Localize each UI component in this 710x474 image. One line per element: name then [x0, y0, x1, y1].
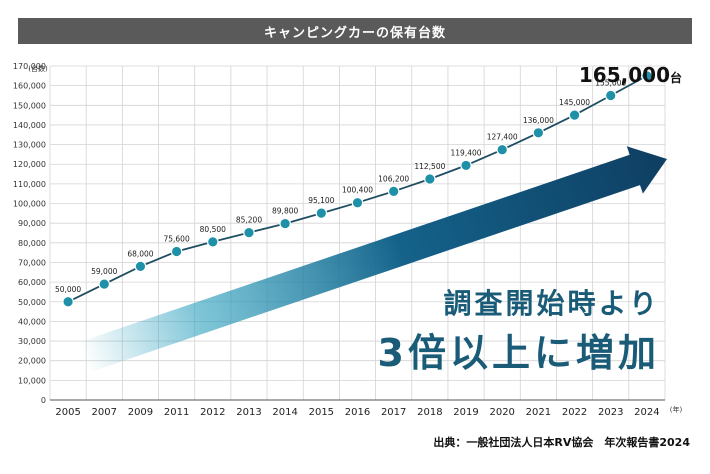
- x-tick-label: 2011: [164, 407, 189, 418]
- data-label: 89,800: [272, 207, 298, 216]
- x-tick-label: 2014: [272, 407, 297, 418]
- x-tick-label: 2013: [236, 407, 261, 418]
- data-point: [604, 89, 617, 102]
- x-tick-label: 2024: [634, 407, 659, 418]
- final-value-label: 165,000台: [579, 63, 682, 87]
- x-tick-label: 2019: [453, 407, 478, 418]
- y-tick-label: 80,000: [18, 239, 46, 248]
- x-tick-label: 2016: [345, 407, 370, 418]
- y-tick-label: 60,000: [18, 278, 46, 287]
- data-point: [568, 109, 581, 121]
- y-tick-label: 0: [41, 396, 46, 405]
- data-label: 136,000: [523, 116, 554, 125]
- x-tick-label: 2005: [55, 407, 80, 418]
- data-point: [496, 143, 509, 156]
- data-label: 100,400: [342, 186, 373, 195]
- data-label: 106,200: [378, 174, 409, 183]
- data-label: 95,100: [308, 196, 334, 205]
- y-tick-label: 160,000: [13, 82, 46, 91]
- data-point: [98, 278, 111, 290]
- y-tick-label: 50,000: [18, 298, 46, 307]
- y-axis-label: (台数): [28, 64, 48, 73]
- y-tick-label: 150,000: [13, 101, 46, 110]
- data-point: [243, 226, 255, 239]
- data-label: 112,500: [414, 162, 445, 171]
- x-tick-label: 2015: [309, 407, 334, 418]
- data-point: [424, 173, 436, 185]
- data-point: [134, 260, 147, 273]
- callout-line2: 3倍以上に増加: [378, 331, 660, 375]
- data-label: 145,000: [559, 98, 590, 107]
- trend-arrow: [79, 146, 668, 373]
- data-labels: 50,000 59,000 68,000 75,600 80,500 85,200 89,8…: [55, 78, 627, 293]
- series: [62, 70, 653, 308]
- x-tick-label: 2007: [92, 407, 117, 418]
- y-tick-label: 110,000: [13, 180, 46, 189]
- x-tick-label: 2017: [381, 407, 406, 418]
- y-tick-label: 10,000: [18, 376, 46, 385]
- y-tick-label: 130,000: [13, 141, 46, 150]
- x-tick-label: 2022: [562, 407, 587, 418]
- data-label: 50,000: [55, 285, 81, 294]
- data-point: [62, 295, 74, 308]
- y-tick-label: 70,000: [18, 258, 46, 267]
- y-tick-label: 100,000: [13, 200, 46, 209]
- y-tick-label: 40,000: [18, 317, 46, 326]
- x-tick-label: 2009: [128, 407, 153, 418]
- data-point: [387, 185, 400, 198]
- x-axis-label: (年): [670, 405, 683, 414]
- data-label: 80,500: [200, 225, 226, 234]
- y-tick-label: 140,000: [13, 121, 46, 130]
- y-tick-label: 30,000: [18, 337, 46, 346]
- callout-line1: 調査開始時より: [444, 287, 660, 320]
- data-label: 127,400: [487, 133, 518, 142]
- data-label: 59,000: [91, 267, 117, 276]
- source-note: 出典：一般社団法人日本RV協会 年次報告書2024: [433, 436, 690, 449]
- y-tick-label: 170,000: [13, 62, 46, 71]
- data-point: [641, 70, 653, 82]
- y-tick-label: 90,000: [18, 219, 46, 228]
- data-point: [279, 217, 291, 230]
- data-point: [460, 159, 472, 172]
- y-tick-label: 120,000: [13, 160, 46, 169]
- data-label: 68,000: [127, 249, 153, 258]
- x-tick-label: 2018: [417, 407, 442, 418]
- chart-title: キャンピングカーの保有台数: [18, 18, 692, 44]
- x-tick-label: 2023: [598, 407, 623, 418]
- data-point: [315, 207, 328, 219]
- data-label: 85,200: [236, 216, 262, 225]
- data-point: [351, 196, 364, 209]
- x-tick-label: 2012: [200, 407, 225, 418]
- data-label: 119,400: [451, 148, 482, 157]
- x-tick-label: 2020: [489, 407, 514, 418]
- x-tick-label: 2021: [526, 407, 551, 418]
- axes: 0 10,000 20,000 30,000 40,000 50,000 60,000 70,…: [13, 62, 665, 418]
- data-label: 155,000: [595, 78, 626, 87]
- y-tick-label: 20,000: [18, 357, 46, 366]
- data-point: [170, 245, 183, 258]
- data-point: [532, 127, 545, 139]
- final-value-unit: 台: [670, 70, 682, 85]
- data-point: [206, 236, 219, 248]
- final-value-number: 165,000: [579, 63, 670, 87]
- data-label: 75,600: [163, 234, 189, 243]
